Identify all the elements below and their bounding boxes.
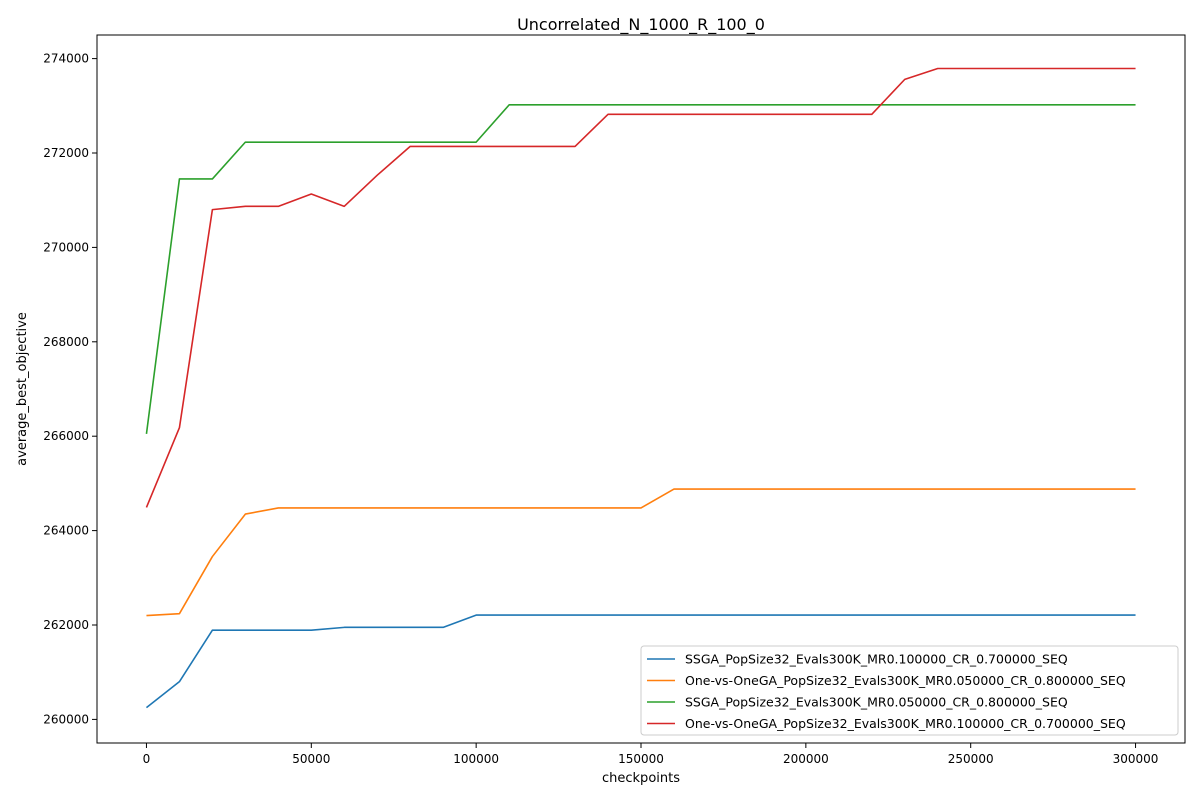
- x-tick-label: 250000: [948, 752, 994, 766]
- y-tick-label: 268000: [43, 335, 89, 349]
- x-tick-label: 50000: [292, 752, 330, 766]
- legend-label: One-vs-OneGA_PopSize32_Evals300K_MR0.050…: [685, 673, 1126, 688]
- plot-frame: [96, 34, 1186, 744]
- y-tick-label: 274000: [43, 52, 89, 66]
- series-line-2: [146, 488, 1136, 617]
- legend-label: SSGA_PopSize32_Evals300K_MR0.050000_CR_0…: [685, 695, 1068, 710]
- chart-title: Uncorrelated_N_1000_R_100_0: [517, 15, 765, 35]
- y-axis-title: average_best_objective: [15, 312, 30, 466]
- x-tick-label: 150000: [618, 752, 664, 766]
- legend: SSGA_PopSize32_Evals300K_MR0.100000_CR_0…: [640, 645, 1179, 736]
- legend-label: One-vs-OneGA_PopSize32_Evals300K_MR0.100…: [685, 716, 1126, 731]
- x-tick-label: 200000: [783, 752, 829, 766]
- legend-box: [640, 645, 1179, 736]
- y-tick-label: 272000: [43, 146, 89, 160]
- legend-label: SSGA_PopSize32_Evals300K_MR0.100000_CR_0…: [685, 652, 1068, 667]
- series-layer: [145, 67, 1136, 709]
- x-tick-label: 100000: [453, 752, 499, 766]
- y-tick-label: 270000: [43, 240, 89, 254]
- y-tick-label: 264000: [43, 524, 89, 538]
- x-tick-label: 0: [143, 752, 151, 766]
- y-tick-label: 266000: [43, 429, 89, 443]
- ticks-layer: 0 50000 100000 150000 200000 250000 300000 2600…: [43, 52, 1158, 766]
- series-line-3: [145, 104, 1136, 434]
- series-line-1: [145, 614, 1136, 709]
- series-line-4: [145, 67, 1136, 508]
- x-tick-label: 300000: [1113, 752, 1159, 766]
- x-axis-title: checkpoints: [602, 771, 680, 786]
- y-tick-label: 262000: [43, 618, 89, 632]
- y-tick-label: 260000: [43, 712, 89, 726]
